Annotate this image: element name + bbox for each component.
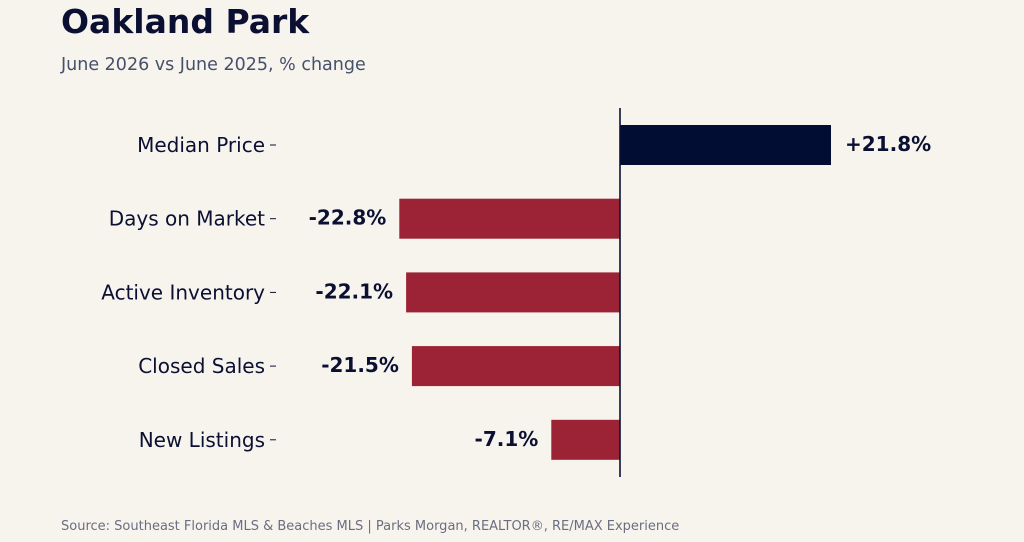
data-label-1: -22.8% xyxy=(309,206,387,230)
data-label-2: -22.1% xyxy=(315,279,393,303)
data-label-0: +21.8% xyxy=(845,132,931,156)
data-label-4: -7.1% xyxy=(475,427,539,451)
bar-2 xyxy=(406,272,620,313)
bar-1 xyxy=(399,198,620,239)
category-label-4: New Listings xyxy=(139,428,265,452)
category-label-1: Days on Market xyxy=(109,207,265,231)
source-footer: Source: Southeast Florida MLS & Beaches … xyxy=(61,519,680,534)
bar-3 xyxy=(411,346,620,387)
bar-0 xyxy=(620,125,831,165)
category-label-3: Closed Sales xyxy=(138,354,265,378)
bar-4 xyxy=(551,419,620,460)
category-label-2: Active Inventory xyxy=(101,280,265,304)
chart-title: Oakland Park xyxy=(61,2,310,41)
chart-subtitle: June 2026 vs June 2025, % change xyxy=(61,55,366,75)
category-label-0: Median Price xyxy=(137,133,265,157)
data-label-3: -21.5% xyxy=(321,353,399,377)
